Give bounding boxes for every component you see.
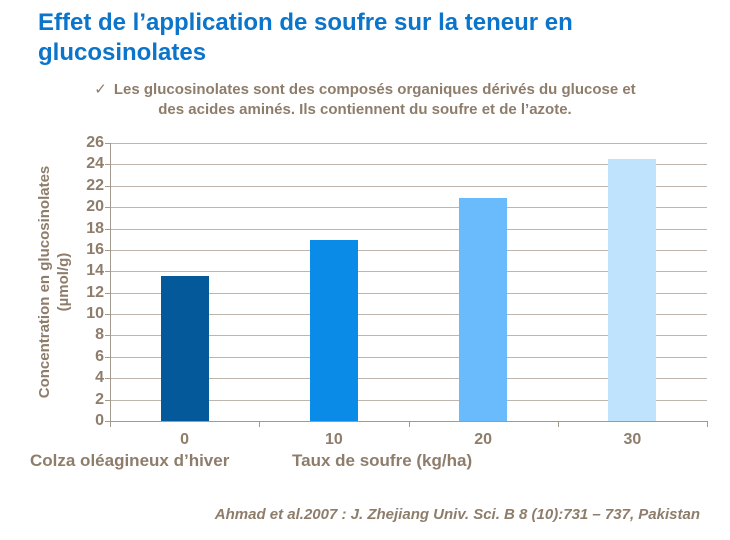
y-tick-label: 12 <box>86 283 104 301</box>
gridline <box>110 185 707 187</box>
gridline <box>110 143 707 144</box>
gridline <box>110 249 707 251</box>
bar <box>160 275 209 421</box>
y-axis-tick <box>105 143 110 144</box>
x-tick-label: 20 <box>474 431 493 448</box>
gridline <box>110 292 707 294</box>
x-axis-tick <box>259 421 261 427</box>
y-tick-label: 16 <box>86 240 104 258</box>
y-axis-tick <box>105 271 110 273</box>
y-tick-label: 10 <box>86 305 104 323</box>
y-axis-line <box>110 143 111 422</box>
y-tick-label: 20 <box>86 198 104 216</box>
bullet-line-2: des acides aminés. Ils contiennent du so… <box>158 101 572 118</box>
bullet-note: ✓ Les glucosinolates sont des composés or… <box>45 80 685 120</box>
y-axis-tick <box>105 378 110 380</box>
x-tick-label: 30 <box>623 431 642 448</box>
y-axis-tick <box>105 314 110 316</box>
y-tick-label: 14 <box>86 262 104 280</box>
x-axis-tick <box>557 421 559 427</box>
y-axis-tick <box>105 335 110 337</box>
y-axis-tick <box>105 399 110 401</box>
y-axis-tick <box>105 207 110 209</box>
y-tick-label: 0 <box>95 412 104 429</box>
y-tick-label: 24 <box>86 155 104 173</box>
y-axis-tick <box>105 356 110 358</box>
bar <box>309 240 358 421</box>
y-axis-tick <box>105 421 110 422</box>
series-caption: Colza oléagineux d’hiver <box>30 451 230 470</box>
bullet-line-1: Les glucosinolates sont des composés org… <box>113 81 636 98</box>
gridline <box>110 271 707 273</box>
y-axis-tick <box>105 292 110 294</box>
y-tick-label: 6 <box>95 347 104 365</box>
x-tick-label: 0 <box>180 431 190 448</box>
gridline <box>110 164 707 166</box>
gridline <box>110 207 707 209</box>
citation: Ahmad et al.2007 : J. Zhejiang Univ. Sci… <box>214 506 700 523</box>
y-axis-tick <box>105 249 110 251</box>
y-axis-tick <box>105 164 110 166</box>
gridline <box>110 399 707 401</box>
bar <box>459 197 508 421</box>
x-axis-title: Taux de soufre (kg/ha) <box>292 451 473 470</box>
y-axis-tick <box>105 228 110 230</box>
x-axis-tick <box>408 421 410 427</box>
y-tick-label: 2 <box>95 390 104 408</box>
gridline <box>110 378 707 380</box>
x-axis-tick <box>110 421 111 427</box>
x-axis-line <box>105 421 707 422</box>
y-axis-tick <box>105 185 110 187</box>
gridline <box>110 335 707 337</box>
x-axis-tick <box>707 421 708 427</box>
x-tick-label: 10 <box>324 431 343 448</box>
gridline <box>110 356 707 358</box>
page-title: Effet de l’application de soufre sur la … <box>38 9 573 66</box>
y-tick-label: 4 <box>95 369 104 387</box>
y-tick-label: 26 <box>86 134 104 151</box>
y-tick-label: 22 <box>86 176 104 194</box>
y-tick-label: 18 <box>86 219 104 237</box>
gridline <box>110 228 707 230</box>
gridline <box>110 314 707 316</box>
bar <box>608 159 657 421</box>
y-tick-label: 8 <box>95 326 104 344</box>
checkmark-icon: ✓ <box>94 81 107 98</box>
